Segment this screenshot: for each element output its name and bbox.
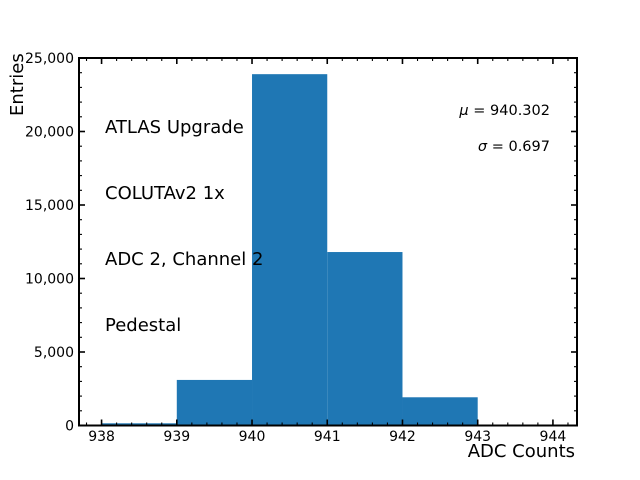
histogram-bar — [327, 252, 403, 426]
histogram-bar — [402, 397, 478, 426]
y-tick-label: 25,000 — [25, 51, 74, 67]
annotation-line-3: ADC 2, Channel 2 — [105, 249, 264, 270]
x-tick-label: 938 — [88, 429, 115, 445]
x-tick-label: 941 — [314, 429, 341, 445]
annotation-line-2: COLUTAv2 1x — [105, 183, 225, 204]
histogram-bar — [252, 74, 328, 426]
annotation-line-1: ATLAS Upgrade — [105, 117, 244, 138]
x-tick-label: 940 — [239, 429, 266, 445]
mu-stat: μ = 940.302 — [459, 103, 550, 119]
x-tick-label: 944 — [540, 429, 567, 445]
plot-annotation-block: ATLAS Upgrade COLUTAv2 1x ADC 2, Channel… — [105, 73, 263, 381]
y-tick-label: 15,000 — [25, 198, 74, 214]
y-axis-label: Entries — [7, 53, 28, 116]
y-tick-label: 0 — [65, 419, 74, 435]
histogram-bar — [101, 423, 177, 426]
y-tick-label: 20,000 — [25, 125, 74, 141]
y-tick-label: 10,000 — [25, 272, 74, 288]
y-tick-label: 5,000 — [34, 345, 74, 361]
annotation-line-4: Pedestal — [105, 315, 182, 336]
x-tick-label: 942 — [389, 429, 416, 445]
x-tick-label: 939 — [163, 429, 190, 445]
x-tick-label: 943 — [464, 429, 491, 445]
sigma-stat: σ = 0.697 — [477, 139, 550, 155]
axes-spines — [78, 57, 578, 427]
histogram-bar — [176, 379, 253, 426]
x-axis-label: ADC Counts — [467, 441, 575, 462]
